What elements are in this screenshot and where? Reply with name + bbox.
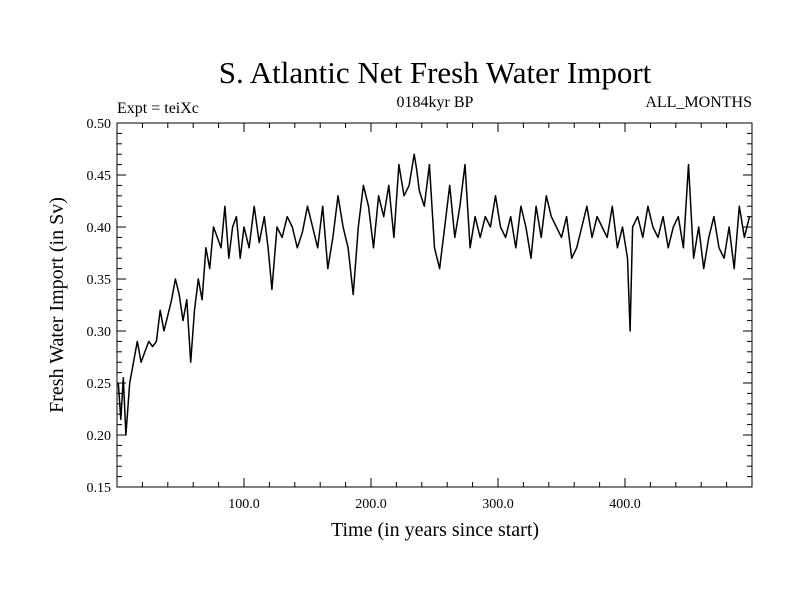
y-tick-label: 0.20	[87, 429, 112, 444]
x-tick-label: 200.0	[355, 497, 387, 512]
y-tick-label: 0.45	[87, 169, 112, 184]
months-label: ALL_MONTHS	[645, 94, 752, 111]
y-tick-label: 0.15	[87, 481, 112, 496]
x-axis-label: Time (in years since start)	[331, 519, 539, 541]
experiment-label: Expt = teiXc	[117, 100, 199, 117]
x-tick-label: 100.0	[228, 497, 260, 512]
plot-frame	[116, 122, 753, 488]
y-axis-label: Fresh Water Import (in Sv)	[46, 197, 68, 413]
chart-title: S. Atlantic Net Fresh Water Import	[219, 55, 652, 90]
y-axis: 0.15 0.20 0.25 0.30 0.35 0.40 0.45 0.50	[87, 117, 752, 496]
y-tick-label: 0.40	[87, 221, 112, 236]
y-tick-label: 0.30	[87, 325, 112, 340]
series-layer	[117, 153, 751, 436]
series-line	[117, 153, 751, 436]
y-tick-label: 0.25	[87, 377, 112, 392]
period-label: 0184kyr BP	[397, 94, 474, 111]
x-tick-label: 300.0	[482, 497, 514, 512]
y-tick-label: 0.50	[87, 117, 112, 132]
x-tick-label: 400.0	[609, 497, 641, 512]
x-axis: 100.0 200.0 300.0 400.0	[141, 123, 728, 512]
y-tick-label: 0.35	[87, 273, 112, 288]
